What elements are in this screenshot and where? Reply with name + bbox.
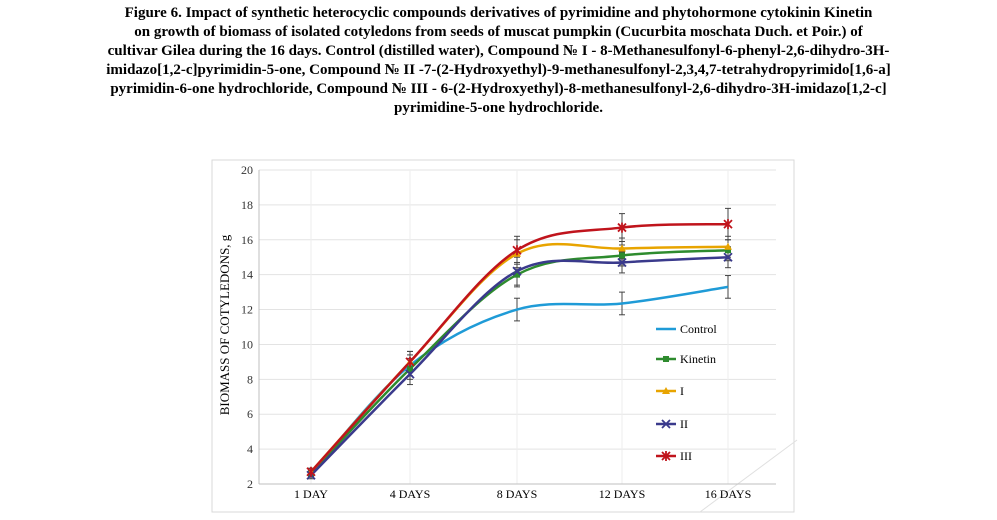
y-tick-label: 12: [241, 303, 253, 317]
caption-line: cultivar Gilea during the 16 days. Contr…: [107, 43, 890, 59]
y-tick-label: 8: [247, 372, 253, 386]
caption-line: on growth of biomass of isolated cotyled…: [134, 24, 863, 40]
data-point-ii: [405, 369, 415, 379]
grid-perspective-line: [699, 439, 798, 513]
x-tick-label: 16 DAYS: [705, 487, 752, 501]
caption-line: pyrimidine-5-one hydrochloride.: [394, 100, 603, 116]
data-point-kinetin: [725, 247, 731, 254]
x-tick-label: 12 DAYS: [599, 487, 646, 501]
legend-marker: [662, 387, 670, 394]
legend-label: Kinetin: [680, 352, 716, 366]
legend-label: III: [680, 449, 692, 463]
data-point-ii: [723, 252, 733, 262]
y-tick-label: 14: [241, 268, 253, 282]
legend-marker: [661, 451, 671, 461]
data-point-iii: [405, 356, 415, 367]
data-point-ii: [617, 257, 627, 268]
legend-marker: [663, 356, 669, 362]
y-axis-label: BIOMASS OF COTYLEDONS, g: [217, 234, 232, 415]
legend-label: Control: [680, 322, 717, 336]
y-tick-label: 18: [241, 198, 253, 212]
data-point-iii: [512, 245, 522, 256]
x-tick-label: 1 DAY: [294, 487, 328, 501]
chart-border: [211, 159, 795, 513]
y-tick-label: 6: [247, 407, 253, 421]
x-tick-label: 4 DAYS: [390, 487, 431, 501]
y-tick-label: 2: [247, 477, 253, 491]
data-point-iii: [723, 219, 733, 230]
caption-line: pyrimidin-6-one hydrochloride, Compound …: [110, 81, 887, 97]
data-point-iii: [306, 466, 316, 477]
y-tick-label: 10: [241, 337, 253, 351]
legend-label: II: [680, 417, 688, 431]
x-tick-label: 8 DAYS: [497, 487, 538, 501]
caption-line: Figure 6. Impact of synthetic heterocycl…: [124, 5, 873, 21]
data-point-kinetin: [619, 252, 625, 259]
data-point-ii: [512, 266, 522, 276]
data-point-i: [724, 242, 732, 250]
data-point-i: [618, 244, 626, 252]
series-line-ii: [310, 255, 729, 477]
caption-line: imidazo[1,2-c]pyrimidin-5-one, Compound …: [106, 62, 891, 78]
y-tick-label: 16: [241, 233, 253, 247]
series-line-kinetin: [310, 248, 729, 475]
legend-marker: [661, 419, 671, 429]
series-line-control: [310, 285, 729, 475]
data-point-iii: [617, 222, 627, 233]
y-tick-label: 4: [247, 442, 253, 456]
series-line-iii: [310, 222, 729, 473]
legend-label: I: [680, 384, 684, 398]
data-point-kinetin: [514, 271, 520, 278]
data-point-kinetin: [407, 365, 413, 372]
y-tick-label: 20: [241, 163, 253, 177]
figure-caption: Figure 6. Impact of synthetic heterocycl…: [0, 4, 997, 118]
